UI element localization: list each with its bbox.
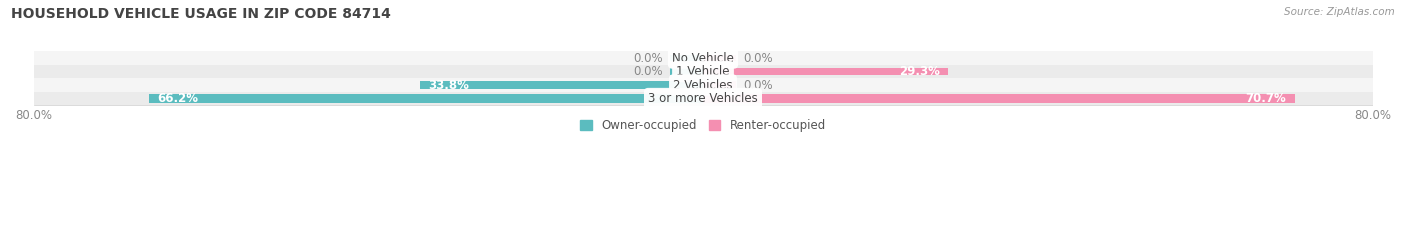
Text: 66.2%: 66.2% xyxy=(157,92,198,105)
Text: Source: ZipAtlas.com: Source: ZipAtlas.com xyxy=(1284,7,1395,17)
Text: 2 Vehicles: 2 Vehicles xyxy=(673,79,733,92)
Bar xyxy=(703,94,1295,103)
Bar xyxy=(669,68,703,75)
Text: 33.8%: 33.8% xyxy=(429,79,470,92)
Bar xyxy=(420,81,703,89)
Bar xyxy=(669,55,703,61)
Text: 0.0%: 0.0% xyxy=(744,79,773,92)
Legend: Owner-occupied, Renter-occupied: Owner-occupied, Renter-occupied xyxy=(579,119,827,132)
Text: 0.0%: 0.0% xyxy=(633,65,662,78)
Bar xyxy=(34,65,1372,78)
Text: No Vehicle: No Vehicle xyxy=(672,51,734,65)
Bar xyxy=(34,51,1372,65)
Text: 70.7%: 70.7% xyxy=(1246,92,1286,105)
Bar xyxy=(703,81,737,89)
Text: 1 Vehicle: 1 Vehicle xyxy=(676,65,730,78)
Bar xyxy=(703,68,948,75)
Bar xyxy=(34,78,1372,92)
Bar xyxy=(149,94,703,103)
Text: 3 or more Vehicles: 3 or more Vehicles xyxy=(648,92,758,105)
Bar xyxy=(703,55,737,61)
Text: 29.3%: 29.3% xyxy=(898,65,939,78)
Text: 0.0%: 0.0% xyxy=(633,51,662,65)
Text: HOUSEHOLD VEHICLE USAGE IN ZIP CODE 84714: HOUSEHOLD VEHICLE USAGE IN ZIP CODE 8471… xyxy=(11,7,391,21)
Bar xyxy=(34,92,1372,105)
Text: 0.0%: 0.0% xyxy=(744,51,773,65)
